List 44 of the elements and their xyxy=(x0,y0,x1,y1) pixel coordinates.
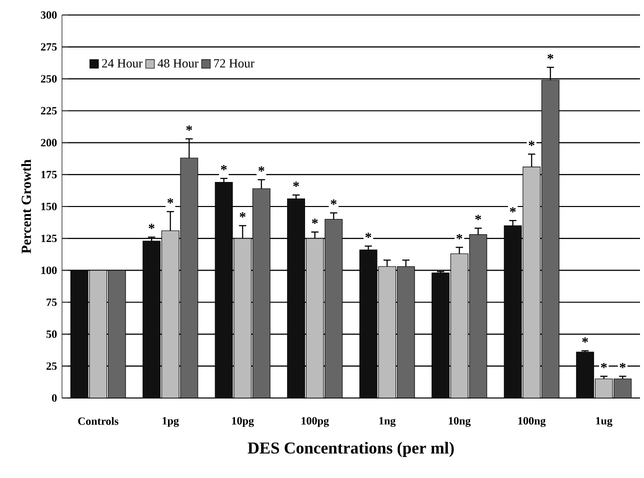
y-tick-label: 125 xyxy=(41,234,57,242)
data-label: * xyxy=(456,234,462,240)
data-label: * xyxy=(600,362,607,368)
x-tick-label: 100pg xyxy=(302,417,329,427)
data-label: * xyxy=(475,214,482,220)
y-tick-label: 75 xyxy=(46,298,57,306)
y-tick-label: 150 xyxy=(41,202,57,210)
x-axis-title: DES Concentrations (per ml) xyxy=(248,442,454,457)
data-label: * xyxy=(620,362,626,368)
y-tick-label: 250 xyxy=(40,75,57,83)
data-label: * xyxy=(186,125,192,131)
data-label: * xyxy=(330,200,337,205)
legend-label: 72 Hour xyxy=(214,59,254,68)
x-tick-label: 1pg xyxy=(162,417,179,427)
x-tick-label: 1ng xyxy=(379,417,396,427)
y-tick-label: 25 xyxy=(46,362,57,370)
data-label: * xyxy=(258,166,264,172)
x-tick-label: 100ng xyxy=(518,417,546,427)
x-tick-label: Controls xyxy=(78,417,118,425)
y-axis-title: Percent Growth xyxy=(21,159,31,254)
data-label: * xyxy=(528,140,535,146)
x-tick-label: 10ng xyxy=(448,417,471,427)
y-tick-label: 275 xyxy=(40,43,57,51)
data-label: * xyxy=(167,198,174,204)
data-label: * xyxy=(312,218,318,224)
y-tick-label: 175 xyxy=(41,170,57,178)
y-tick-label: 100 xyxy=(41,266,57,274)
data-label: * xyxy=(240,212,246,218)
data-label: * xyxy=(365,232,372,238)
data-label: * xyxy=(148,224,154,230)
y-tick-label: 225 xyxy=(40,107,57,114)
y-tick-label: 50 xyxy=(46,330,57,338)
data-label: * xyxy=(548,54,554,60)
data-label: * xyxy=(220,165,227,170)
data-label: * xyxy=(582,337,588,343)
data-label: * xyxy=(293,182,299,187)
y-tick-label: 0 xyxy=(52,394,57,402)
x-tick-label: 10pg xyxy=(232,417,254,427)
y-tick-label: 200 xyxy=(40,138,57,146)
data-label: * xyxy=(510,207,516,212)
legend-label: 48 Hour xyxy=(158,59,198,68)
x-tick-label: 1ug xyxy=(596,417,612,427)
legend-label: 24 Hour xyxy=(102,59,143,68)
y-tick-label: 300 xyxy=(40,11,57,19)
